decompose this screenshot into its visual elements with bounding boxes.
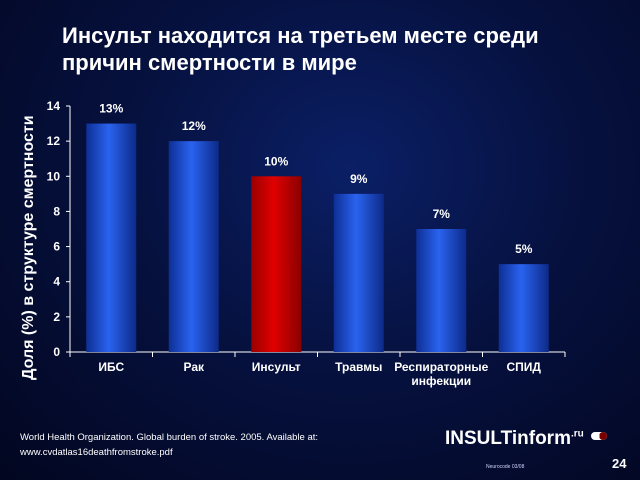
logo-suffix: .ru <box>570 428 584 440</box>
data-label: 13% <box>99 102 123 116</box>
bar <box>498 264 549 352</box>
category-label: Инсульт <box>252 360 301 374</box>
category-label: ИБС <box>98 360 124 374</box>
category-label: Травмы <box>335 360 382 374</box>
logo: INSULTinform.ru <box>445 428 584 450</box>
pill-icon <box>591 432 607 440</box>
source-line-1: World Health Organization. Global burden… <box>20 432 319 443</box>
source-line-2: www.cvdatlas16deathfromstroke.pdf <box>20 447 173 458</box>
y-tick-label: 8 <box>53 204 60 218</box>
bar <box>168 141 219 352</box>
data-label: 7% <box>433 207 451 221</box>
bar <box>333 193 384 352</box>
bar <box>416 229 467 352</box>
category-label: Респираторные <box>394 360 488 374</box>
y-tick-label: 4 <box>53 275 60 289</box>
data-label: 5% <box>515 242 533 256</box>
y-tick-label: 14 <box>47 99 61 113</box>
slide-title: Инсульт находится на третьем месте среди… <box>62 23 539 75</box>
slide-code: Neurocode 03/08 <box>486 464 525 470</box>
y-tick-label: 0 <box>53 345 60 359</box>
data-label: 10% <box>264 154 288 168</box>
category-label: инфекции <box>411 374 471 388</box>
bar <box>86 123 137 352</box>
y-tick-label: 2 <box>53 310 60 324</box>
category-label: СПИД <box>507 360 542 374</box>
category-label: Рак <box>183 360 205 374</box>
y-tick-label: 12 <box>47 134 61 148</box>
data-label: 12% <box>182 119 206 133</box>
page-number: 24 <box>612 456 627 471</box>
logo-text: INSULTinform <box>445 428 571 449</box>
y-tick-label: 6 <box>53 240 60 254</box>
bar <box>251 176 302 352</box>
data-label: 9% <box>350 172 368 186</box>
y-tick-label: 10 <box>47 169 61 183</box>
source-citation: World Health Organization. Global burden… <box>20 430 400 460</box>
